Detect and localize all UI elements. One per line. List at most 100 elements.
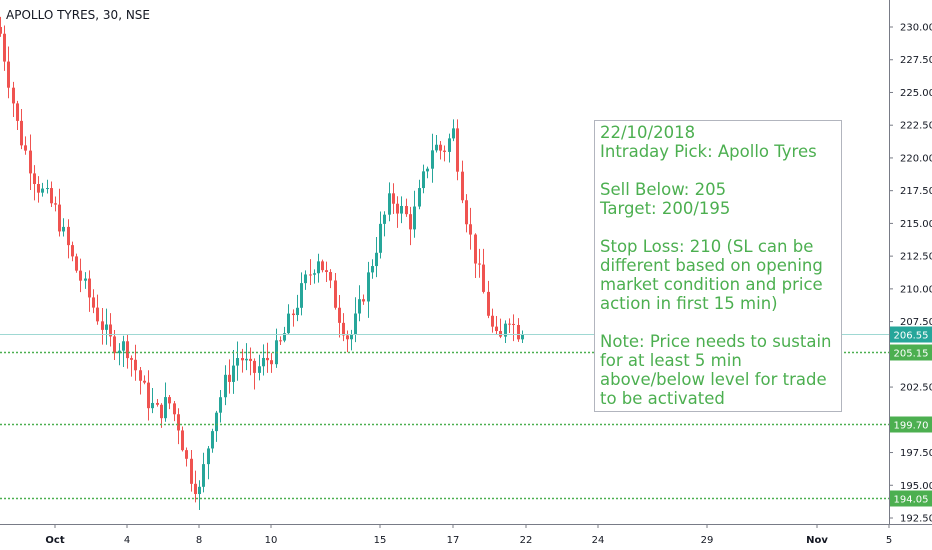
candle-body [392,193,395,204]
candle-body [126,341,129,359]
note-line: 22/10/2018 [600,123,696,142]
candle-body [168,397,171,404]
candle-body [422,171,425,189]
candle-body [29,150,32,174]
candle-body [418,188,421,207]
price-tick-label: 212.50 [900,252,932,263]
candle-body [495,326,498,332]
level-label: 205.15 [894,349,929,360]
price-axis[interactable] [889,0,932,550]
candle-body [88,278,91,298]
note-line: Stop Loss: 210 (SL can be [600,237,814,256]
candle-body [346,335,349,340]
note-line: Intraday Pick: Apollo Tyres [600,142,817,161]
note-line: Sell Below: 205 [600,180,727,199]
candle-body [50,188,53,204]
candle-body [96,307,99,322]
candle-body [439,144,442,151]
candle-body [405,205,408,215]
last-price-label: 206.55 [894,331,929,342]
candle-body [367,272,370,302]
candle-body [413,206,416,230]
level-label-bg [890,416,932,433]
candle-body [20,120,23,146]
candle-body [375,252,378,267]
candle-body [512,323,515,326]
candle-body [232,365,235,382]
candle-body [253,360,256,373]
last-price-label-bg [890,326,932,343]
candle-body [426,168,429,172]
candle-body [67,226,70,246]
candle-body [134,359,137,371]
level-label: 194.05 [894,495,929,506]
note-line: action in first 15 min) [600,294,778,313]
candle-body [249,358,252,361]
candle-body [173,403,176,415]
price-tick-label: 215.00 [900,219,932,230]
candle-body [431,150,434,169]
price-tick-label: 222.50 [900,121,932,132]
time-tick-label: 29 [701,535,714,546]
candle-body [300,283,303,308]
candle-body [156,402,159,405]
time-tick-label: 22 [520,535,533,546]
note-line: different based on opening [600,256,823,275]
note-line: to be activated [600,389,725,408]
candle-body [92,297,95,308]
price-tick-label: 192.50 [900,514,932,525]
candle-body [105,324,108,330]
time-tick-label: 5 [886,535,892,546]
candle-body [499,331,502,337]
candle-body [266,357,269,361]
price-tick-label: 195.00 [900,481,932,492]
time-tick-label: 4 [124,535,130,546]
candle-body [504,323,507,337]
candle-body [469,224,472,235]
candle-body [296,307,299,316]
candle-body [151,402,154,409]
candle-body [258,366,261,373]
candle-body [12,87,15,104]
candle-body [118,350,121,354]
candle-body [388,193,391,215]
candle-body [37,184,40,193]
time-tick-label: 8 [196,535,202,546]
candle-body [383,214,386,224]
candle-body [317,261,320,274]
candle-body [79,270,82,281]
candle-body [358,299,361,314]
candle-body [143,380,146,383]
price-tick-label: 230.00 [900,23,932,34]
candle-body [270,360,273,365]
candle-body [482,264,485,292]
time-tick-label: 24 [592,535,605,546]
candle-body [139,370,142,381]
candle-body [283,333,286,341]
candle-body [211,431,214,449]
note-line: above/below level for trade [600,370,827,389]
candle-body [478,263,481,265]
price-tick-label: 227.50 [900,55,932,66]
note-line: Note: Price needs to sustain [600,332,832,351]
candle-body [164,397,167,419]
chart-title: APOLLO TYRES, 30, NSE [6,8,150,22]
candle-body [177,414,180,431]
candle-body [304,274,307,284]
price-tick-label: 217.50 [900,186,932,197]
candle-body [228,374,231,382]
candle-body [33,173,36,185]
candle-body [185,450,188,459]
candle-body [409,214,412,230]
candle-body [7,61,10,88]
candle-body [379,223,382,253]
candle-body [350,334,353,340]
candle-body [0,27,2,34]
trade-note-box[interactable]: 22/10/2018 Intraday Pick: Apollo Tyres Sel… [594,120,842,412]
candle-body [491,315,494,327]
candle-body [354,313,357,335]
candle-body [292,313,295,316]
candle-body [245,358,248,361]
candle-body [456,128,459,172]
